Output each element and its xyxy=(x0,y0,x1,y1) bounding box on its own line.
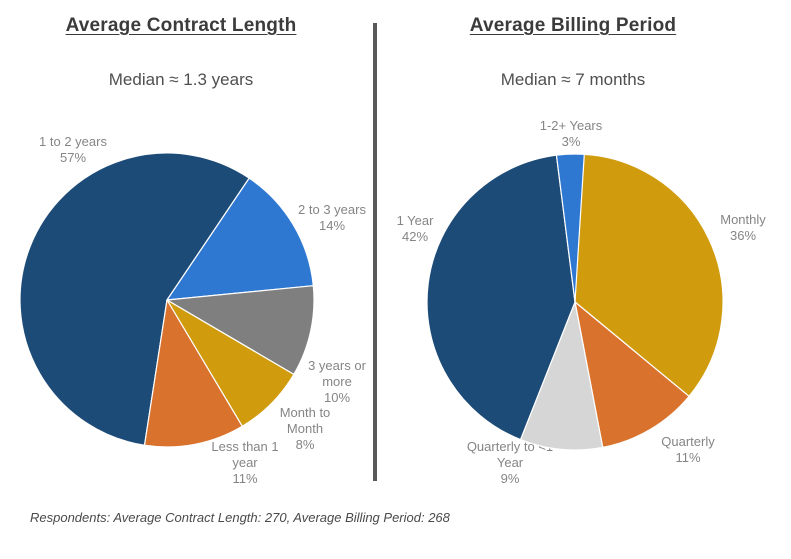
slice-label-text: Less than 1 year xyxy=(211,439,279,471)
pie-slice-3-years-or-more xyxy=(166,285,315,375)
slice-label-percent: 57% xyxy=(59,150,87,165)
slice-label-1-to-2-years: 1 to 2 years 57% xyxy=(26,134,121,166)
slice-label-percent: 14% xyxy=(318,218,346,233)
vertical-divider xyxy=(373,23,377,481)
slice-label-percent: 11% xyxy=(675,450,701,465)
respondents-note: Respondents: Average Contract Length: 27… xyxy=(30,510,450,525)
contract-length-title: Average Contract Length xyxy=(65,15,297,36)
slice-label-2-to-3-years: 2 to 3 years 14% xyxy=(285,202,380,234)
slice-label-percent: 3% xyxy=(561,134,581,149)
slice-label-percent: 36% xyxy=(729,228,757,243)
slice-label-percent: 42% xyxy=(401,229,429,244)
slice-label-text: 1-2+ Years xyxy=(539,118,603,134)
slice-label-text: Month to Month xyxy=(279,405,331,437)
slice-label-text: 2 to 3 years xyxy=(298,202,366,218)
slice-label-text: 1 Year xyxy=(396,213,434,229)
slice-label-text: 3 years or more xyxy=(308,358,366,390)
billing-period-median-note: Median ≈ 7 months xyxy=(500,70,646,89)
slice-label-3-years-or-more: 3 years or more 10% xyxy=(297,358,377,406)
slice-label-month-to-month: Month to Month 8% xyxy=(273,405,337,453)
pie-slice-2-to-3-years xyxy=(166,177,314,301)
slice-label-quarterly: Quarterly 11% xyxy=(648,434,728,466)
pie-slice-quarterly xyxy=(574,301,690,448)
slice-label-percent: 11% xyxy=(232,470,258,486)
contract-length-median-note: Median ≈ 1.3 years xyxy=(108,70,254,89)
pie-slice-1-to-2-years xyxy=(19,152,250,446)
slice-label-percent: 10% xyxy=(323,389,351,405)
pie-slice-less-than-1-year xyxy=(143,299,243,448)
pie-average-contract-length xyxy=(19,152,315,448)
slice-label-1-year: 1 Year 42% xyxy=(380,213,450,245)
slice-label-1-2-years: 1-2+ Years 3% xyxy=(524,118,619,150)
slice-label-text: Quarterly xyxy=(661,434,715,450)
slice-label-monthly: Monthly 36% xyxy=(708,212,778,244)
slice-label-text: Monthly xyxy=(720,212,766,228)
pie-slice-quarterly-to-1-year xyxy=(519,301,604,451)
pie-slice-1-2-years xyxy=(555,153,585,303)
slice-label-percent: 8% xyxy=(295,436,315,452)
pie-slice-monthly xyxy=(574,153,724,397)
pie-average-billing-period xyxy=(426,153,724,451)
slice-label-percent: 9% xyxy=(500,470,520,486)
slice-label-text: 1 to 2 years xyxy=(39,134,107,150)
pie-slice-1-year xyxy=(426,154,576,441)
slice-label-less-than-1-year: Less than 1 year 11% xyxy=(204,439,286,487)
billing-period-title: Average Billing Period xyxy=(469,15,677,36)
